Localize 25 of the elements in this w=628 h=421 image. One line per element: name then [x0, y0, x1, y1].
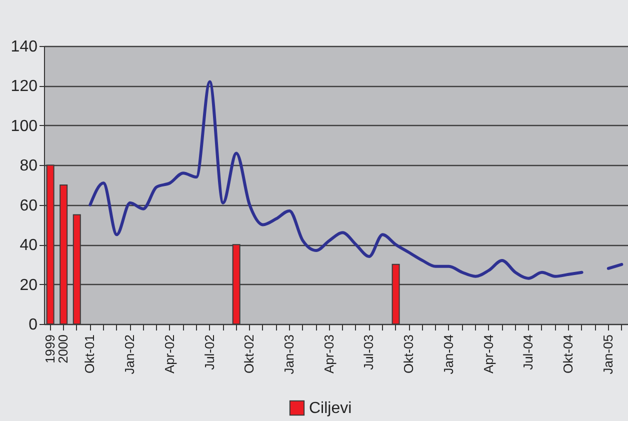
x-tick-label: Jul-02: [202, 334, 217, 370]
y-tick-label: 80: [20, 158, 38, 175]
x-tick-label: Okt-03: [401, 334, 416, 374]
y-tick-label: 100: [10, 118, 38, 135]
x-tick-label: Jan-03: [281, 334, 296, 374]
y-tick-label: 120: [10, 78, 38, 96]
y-tick-label: 140: [10, 38, 38, 56]
x-tick-label: Okt-01: [82, 334, 98, 374]
x-tick-label: Apr-04: [480, 334, 496, 374]
x-tick-label: Jul-03: [361, 334, 376, 370]
x-tick-label: Jan-05: [600, 334, 616, 374]
y-tick-label: 60: [20, 197, 38, 214]
x-tick-label: Jan-02: [122, 334, 138, 374]
y-tick-label: 40: [20, 237, 38, 254]
x-tick-label: Jan-04: [440, 334, 456, 374]
x-tick-label: Apr-03: [321, 334, 336, 374]
x-tick-label: 2000: [56, 334, 71, 364]
y-tick-label: 0: [28, 316, 38, 334]
legend-label: Ciljevi: [309, 400, 352, 417]
x-tick-label: Jul-04: [520, 334, 536, 370]
x-tick-label: 1999: [42, 334, 58, 364]
x-tick-label: Apr-02: [162, 334, 177, 374]
x-tick-label: Okt-04: [560, 334, 576, 374]
y-tick-label: 20: [20, 276, 38, 294]
x-tick-label: Okt-02: [242, 334, 257, 374]
